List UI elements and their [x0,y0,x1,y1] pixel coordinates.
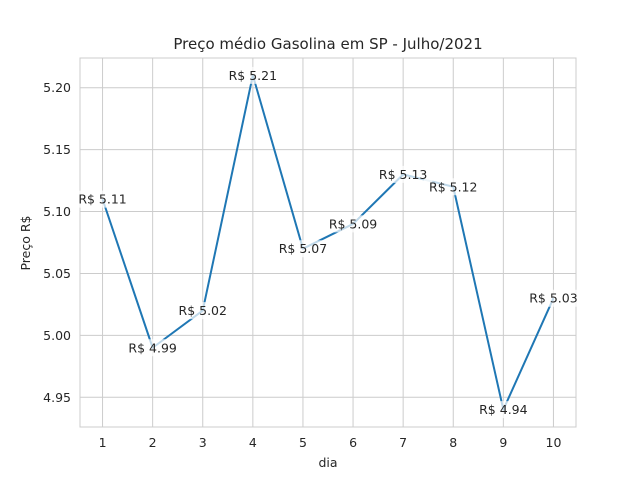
series-group [101,74,555,411]
x-tick-label: 3 [199,435,207,450]
data-label: R$ 5.03 [529,291,577,306]
x-axis-label: dia [318,455,337,470]
x-tick-label: 4 [249,435,257,450]
x-tick-labels: 1 2 3 4 5 6 7 8 9 10 [99,435,562,450]
data-label-background [223,66,283,84]
x-tick-label: 7 [399,435,407,450]
data-label: R$ 4.94 [479,402,527,417]
y-tick-label: 5.20 [43,80,71,95]
data-label-background [473,401,533,419]
y-tick-label: 5.10 [43,204,71,219]
series-line [101,74,555,411]
data-labels: R$ 5.11R$ 4.99R$ 5.02R$ 5.21R$ 5.07R$ 5.… [72,66,584,419]
data-label: R$ 5.12 [429,179,477,194]
x-tick-label: 2 [149,435,157,450]
data-label: R$ 5.11 [78,192,126,207]
y-tick-label: 4.95 [43,390,71,405]
x-tick-label: 9 [499,435,507,450]
y-axis-label: Preço R$ [18,215,33,270]
y-tick-label: 5.00 [43,328,71,343]
data-label-background [523,289,584,307]
chart-title: Preço médio Gasolina em SP - Julho/2021 [173,35,482,53]
plot-frame [79,57,577,428]
x-tick-label: 10 [546,435,562,450]
data-label-background [423,178,483,196]
data-label-background [373,165,433,183]
data-label-background [273,240,333,258]
data-label: R$ 4.99 [128,340,176,355]
y-tick-label: 5.05 [43,266,71,281]
data-label: R$ 5.09 [329,216,377,231]
x-tick-label: 1 [99,435,107,450]
y-tick-label: 5.15 [43,142,71,157]
data-label-background [72,190,133,208]
x-tick-label: 5 [299,435,307,450]
data-label-background [323,215,383,233]
grid [80,58,576,427]
data-label: R$ 5.21 [229,68,277,83]
y-tick-labels: 4.95 5.00 5.05 5.10 5.15 5.20 [43,80,71,405]
data-label: R$ 5.13 [379,167,427,182]
data-label: R$ 5.07 [279,241,327,256]
data-label-background [173,302,233,320]
data-label-background [123,339,183,357]
x-tick-label: 8 [449,435,457,450]
x-tick-label: 6 [349,435,357,450]
data-label: R$ 5.02 [179,303,227,318]
